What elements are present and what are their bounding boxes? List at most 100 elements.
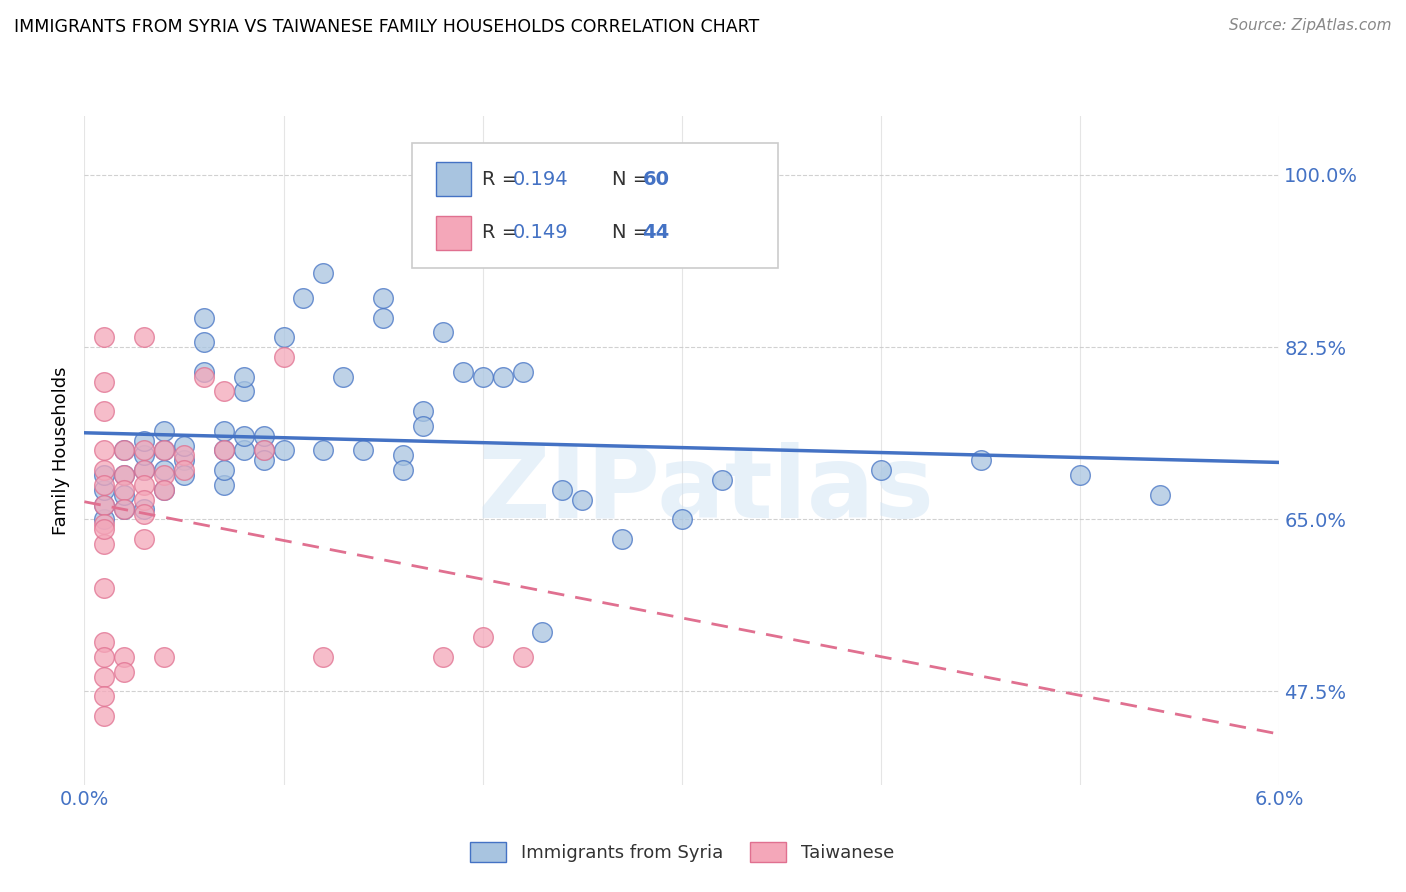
Point	[212, 478, 235, 492]
Point	[571, 492, 593, 507]
Point	[412, 418, 434, 433]
Point	[232, 428, 254, 442]
Point	[212, 424, 235, 438]
Point	[373, 291, 395, 305]
Point	[232, 369, 254, 384]
Point	[212, 384, 235, 399]
Point	[492, 369, 515, 384]
Point	[93, 537, 115, 551]
Point	[112, 665, 135, 679]
Point	[112, 502, 135, 516]
Point	[451, 365, 474, 379]
Point	[253, 453, 276, 467]
Point	[232, 443, 254, 458]
Point	[392, 463, 415, 477]
Point	[93, 498, 115, 512]
Text: 44: 44	[643, 223, 669, 243]
Point	[132, 463, 156, 477]
Point	[432, 650, 454, 665]
Point	[93, 375, 115, 389]
Point	[112, 468, 135, 483]
Text: R =: R =	[482, 223, 524, 243]
Point	[93, 635, 115, 649]
Point	[193, 310, 215, 325]
Text: Source: ZipAtlas.com: Source: ZipAtlas.com	[1229, 18, 1392, 33]
Point	[112, 443, 135, 458]
Point	[173, 438, 195, 452]
Point	[93, 330, 115, 344]
Point	[253, 443, 276, 458]
Point	[153, 443, 176, 458]
Point	[93, 463, 115, 477]
Point	[253, 428, 276, 442]
Point	[531, 625, 554, 640]
Point	[173, 453, 195, 467]
Point	[970, 453, 993, 467]
Point	[132, 508, 156, 522]
Point	[112, 443, 135, 458]
Point	[232, 384, 254, 399]
Point	[153, 483, 176, 497]
Point	[312, 650, 335, 665]
Point	[132, 532, 156, 546]
Point	[273, 350, 295, 364]
Point	[153, 650, 176, 665]
Point	[93, 517, 115, 532]
Point	[93, 483, 115, 497]
Point	[432, 326, 454, 340]
Point	[173, 463, 195, 477]
Point	[392, 449, 415, 463]
Point	[312, 266, 335, 280]
Point	[132, 492, 156, 507]
Point	[412, 404, 434, 418]
Point	[173, 449, 195, 463]
Point	[112, 488, 135, 502]
Point	[93, 498, 115, 512]
Point	[93, 468, 115, 483]
Point	[212, 443, 235, 458]
Point	[153, 424, 176, 438]
Point	[173, 468, 195, 483]
Point	[93, 650, 115, 665]
Point	[153, 443, 176, 458]
Point	[471, 369, 494, 384]
Text: N =: N =	[612, 169, 655, 189]
Point	[132, 443, 156, 458]
Point	[193, 335, 215, 350]
Point	[373, 310, 395, 325]
Text: N =: N =	[612, 223, 655, 243]
Point	[153, 468, 176, 483]
Point	[352, 443, 374, 458]
Point	[112, 483, 135, 497]
Point	[671, 512, 693, 526]
Point	[132, 449, 156, 463]
Y-axis label: Family Households: Family Households	[52, 367, 70, 534]
Point	[1149, 488, 1171, 502]
Point	[710, 473, 733, 487]
Point	[93, 443, 115, 458]
Point	[212, 443, 235, 458]
Point	[471, 631, 494, 645]
Point	[93, 404, 115, 418]
Point	[212, 463, 235, 477]
Text: 0.194: 0.194	[513, 169, 569, 189]
Point	[193, 369, 215, 384]
Point	[112, 468, 135, 483]
Point	[153, 463, 176, 477]
Point	[253, 443, 276, 458]
Point	[93, 670, 115, 684]
Point	[273, 443, 295, 458]
Text: 0.149: 0.149	[513, 223, 569, 243]
Point	[93, 478, 115, 492]
Point	[1069, 468, 1091, 483]
Point	[132, 502, 156, 516]
Text: IMMIGRANTS FROM SYRIA VS TAIWANESE FAMILY HOUSEHOLDS CORRELATION CHART: IMMIGRANTS FROM SYRIA VS TAIWANESE FAMIL…	[14, 18, 759, 36]
Point	[93, 709, 115, 723]
Point	[93, 581, 115, 595]
Point	[312, 443, 335, 458]
Point	[512, 650, 534, 665]
Point	[132, 463, 156, 477]
Legend: Immigrants from Syria, Taiwanese: Immigrants from Syria, Taiwanese	[463, 834, 901, 870]
Point	[112, 502, 135, 516]
Point	[612, 532, 634, 546]
